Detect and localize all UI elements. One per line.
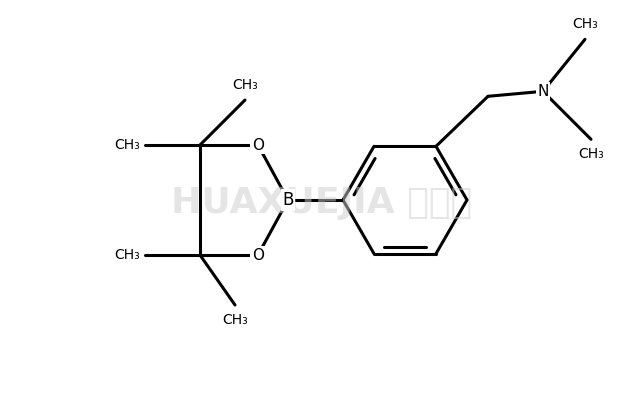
Text: CH₃: CH₃: [114, 248, 140, 262]
Text: CH₃: CH₃: [572, 17, 598, 31]
Text: B: B: [282, 191, 294, 209]
Text: CH₃: CH₃: [578, 147, 604, 161]
Text: HUAXUEJIA 化学加: HUAXUEJIA 化学加: [171, 185, 472, 220]
Text: O: O: [252, 247, 264, 262]
Text: CH₃: CH₃: [222, 313, 248, 327]
Text: N: N: [538, 84, 548, 99]
Text: CH₃: CH₃: [114, 138, 140, 152]
Text: CH₃: CH₃: [232, 78, 258, 92]
Text: O: O: [252, 138, 264, 153]
